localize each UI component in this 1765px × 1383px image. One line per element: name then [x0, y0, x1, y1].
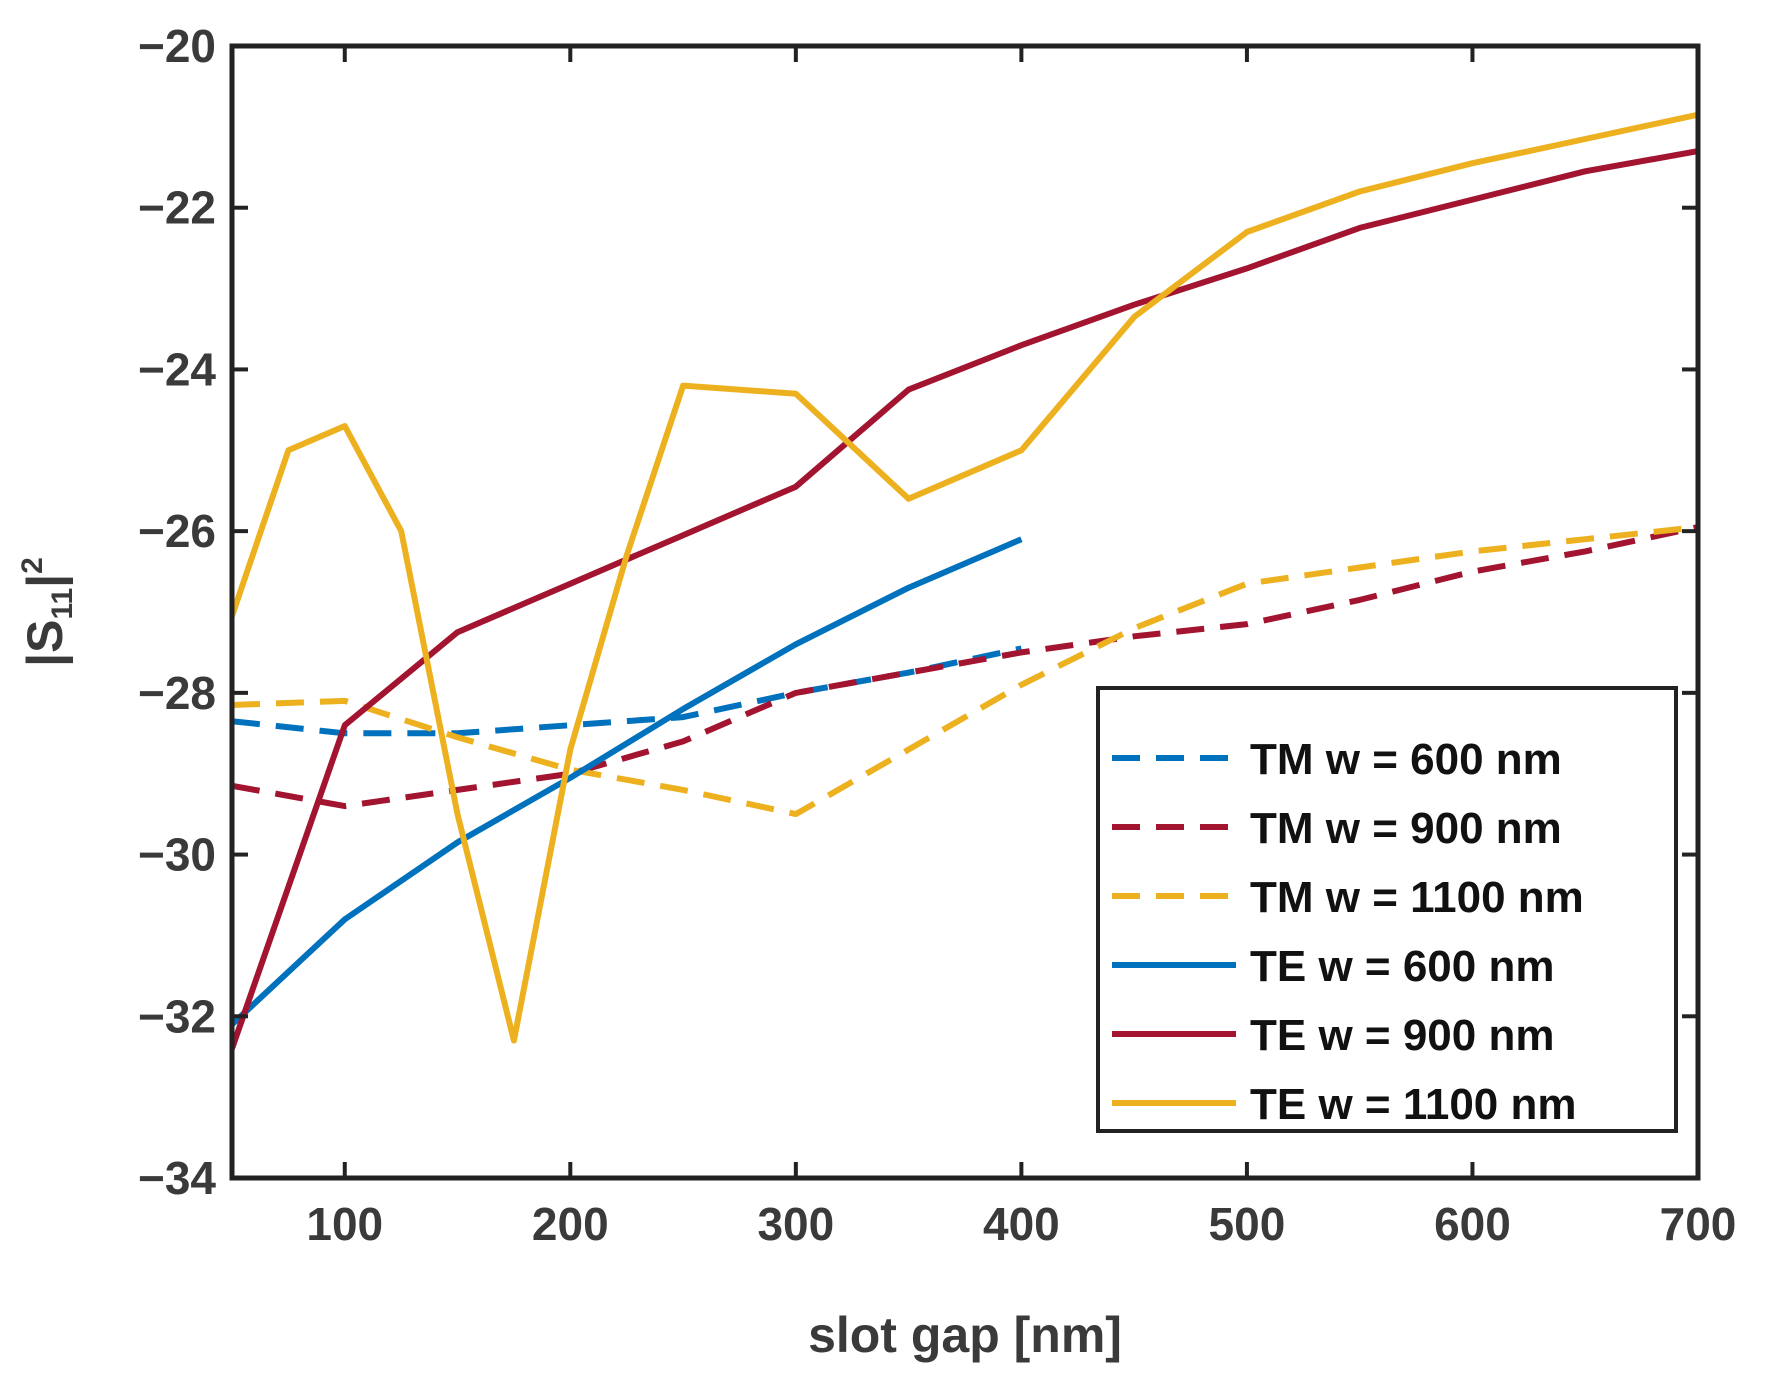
x-tick-label: 100	[306, 1198, 383, 1250]
y-tick-label: −26	[138, 505, 216, 557]
series-line-5	[232, 111, 1698, 1044]
x-tick-label: 200	[532, 1198, 609, 1250]
legend-label-4: TE w = 900 nm	[1250, 1011, 1554, 1060]
x-tick-label: 400	[983, 1198, 1060, 1250]
y-tick-label: −32	[138, 990, 216, 1042]
y-axis-title-superscript: 2	[16, 557, 49, 574]
labels-layer: 100 200 300 400 500 600 700 −34 −32 −30 −28 −26 −24 −…	[138, 20, 1736, 1250]
y-tick-label: −30	[138, 829, 216, 881]
y-axis-title: |S11|2	[16, 557, 79, 667]
series-layer	[232, 111, 1698, 1050]
plot-frame	[229, 43, 1701, 1181]
series-line-1	[232, 524, 1698, 810]
y-axis-title-main: |S	[17, 620, 74, 667]
legend-box	[1096, 686, 1678, 1133]
x-tick-label: 500	[1209, 1198, 1286, 1250]
y-axis-title-end: |	[17, 574, 74, 588]
y-tick-label: −28	[138, 667, 216, 719]
legend-label-1: TM w = 900 nm	[1250, 804, 1562, 853]
series-line-3	[232, 536, 1023, 1027]
y-tick-label: −24	[138, 343, 216, 395]
x-tick-label: 300	[757, 1198, 834, 1250]
y-tick-label: −20	[138, 20, 216, 72]
legend-items: TM w = 600 nm TM w = 900 nm TM w = 1100 nm…	[1112, 735, 1584, 1129]
x-tick-label: 700	[1660, 1198, 1737, 1250]
legend-label-0: TM w = 600 nm	[1250, 735, 1562, 784]
series-line-4	[232, 148, 1698, 1050]
ticks-layer	[232, 44, 1700, 1180]
legend: TM w = 600 nm TM w = 900 nm TM w = 1100 nm…	[1096, 686, 1678, 1133]
x-axis-title: slot gap [nm]	[808, 1307, 1122, 1363]
y-tick-label: −22	[138, 182, 216, 234]
legend-label-2: TM w = 1100 nm	[1250, 873, 1584, 922]
series-line-2	[232, 524, 1698, 818]
y-axis-title-subscript: 11	[46, 588, 79, 620]
y-tick-label: −34	[138, 1152, 216, 1204]
legend-label-3: TE w = 600 nm	[1250, 942, 1554, 991]
legend-label-5: TE w = 1100 nm	[1250, 1080, 1577, 1129]
x-tick-label: 600	[1434, 1198, 1511, 1250]
